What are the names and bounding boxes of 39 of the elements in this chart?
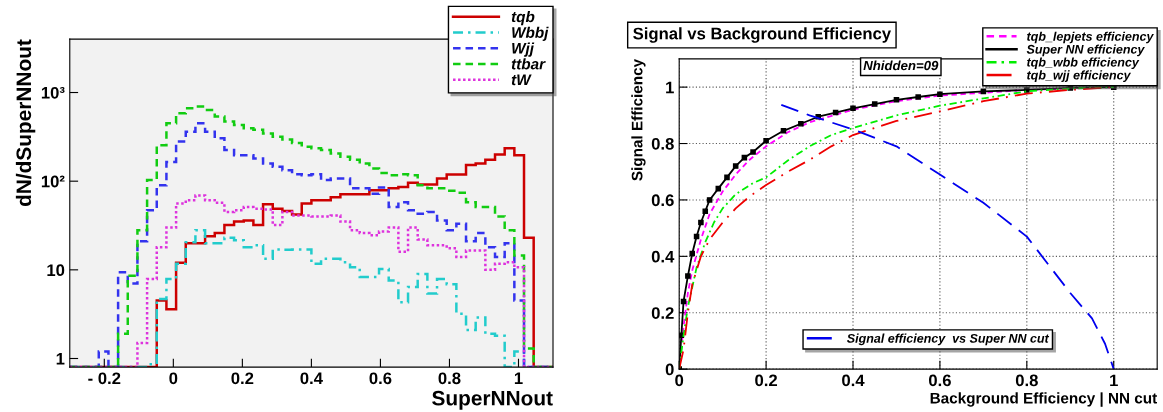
y-tick-label: 0: [665, 363, 674, 376]
x-tick-label: 0.2: [755, 374, 778, 387]
x-tick-label: 0.2: [231, 372, 254, 385]
x-tick-label: 1: [514, 372, 523, 385]
x-tick-label: - 0.2: [88, 372, 121, 385]
legend-label: Signal efficiency vs Super NN cut: [846, 333, 1050, 346]
legend-label: tqb_lepjets efficiency: [1027, 31, 1154, 44]
x-tick-label: 0.8: [438, 372, 461, 385]
legend-label: tqb_wbb efficiency: [1027, 57, 1140, 70]
y-axis-title: Signal Efficiency: [631, 58, 646, 181]
annotation: Nhidden=09: [863, 60, 939, 71]
chart-title: Signal vs Background Efficiency: [633, 27, 891, 43]
x-tick-label: 0.6: [928, 374, 951, 387]
x-tick-label: 0: [675, 374, 684, 387]
x-tick-label: 0.4: [300, 372, 323, 385]
x-axis-title: Background Efficiency | NN cut: [930, 392, 1158, 407]
legend-label: Wbbj: [512, 26, 549, 41]
y-tick-label: 1: [56, 353, 65, 365]
y-axis-title: dN/dSuperNNout: [15, 39, 36, 207]
y-tick-label: 0.2: [651, 307, 674, 319]
x-tick-label: 0.4: [842, 374, 865, 387]
y-tick-label: 0.4: [651, 250, 675, 263]
legend-label: Wjj: [512, 42, 535, 57]
x-tick-label: 0.6: [369, 372, 392, 385]
x-tick-label: 0.8: [1015, 374, 1038, 387]
y-tick-label: 10: [47, 264, 65, 277]
y-tick-label: 0.8: [651, 137, 674, 150]
y-tick-label: 0.6: [651, 194, 674, 207]
legend-label: Super NN efficiency: [1026, 44, 1145, 57]
legend-label: tW: [511, 74, 532, 86]
x-tick-label: 1: [1110, 374, 1118, 387]
legend-label: tqb_wjj efficiency: [1027, 70, 1132, 82]
x-tick-label: 0: [169, 372, 178, 385]
y-tick-label: 1: [666, 81, 674, 94]
y-tick-label: 10²: [41, 175, 65, 188]
y-tick-label: 10³: [41, 86, 65, 99]
x-axis-title: SuperNNout: [432, 390, 553, 410]
legend-label: tqb: [511, 10, 535, 26]
legend-label: ttbar: [511, 58, 546, 70]
